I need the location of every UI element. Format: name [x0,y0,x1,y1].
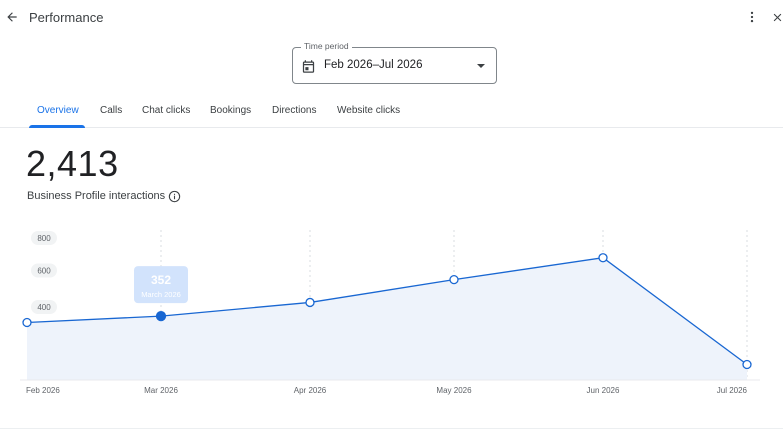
x-tick-label: Mar 2026 [144,386,178,395]
data-point[interactable] [742,359,752,370]
time-period-value: Feb 2026–Jul 2026 [324,59,423,71]
data-point[interactable] [22,317,32,328]
more-options-button[interactable] [742,7,762,27]
data-point[interactable] [155,310,167,322]
back-button[interactable] [2,7,22,27]
more-vert-icon [750,11,754,23]
tooltip-label: March 2026 [141,290,181,299]
arrow-back-icon [7,12,17,22]
close-button[interactable] [768,7,783,27]
data-point[interactable] [305,297,315,308]
series-area [27,257,747,380]
y-tick-pill [31,263,57,278]
y-tick-label: 600 [37,267,51,276]
tooltip-box [134,266,188,304]
metric-value: 2,413 [26,143,119,184]
tab-calls[interactable]: Calls [100,105,123,116]
active-tab-indicator [29,125,85,128]
info-icon[interactable] [168,190,181,203]
dropdown-caret-icon [477,64,485,68]
y-tick-label: 800 [37,234,51,243]
y-tick-pill [31,300,57,314]
time-period-select[interactable]: Time period Feb 2026–Jul 2026 [292,41,497,84]
data-point[interactable] [598,253,608,263]
tab-website-clicks[interactable]: Website clicks [337,105,401,116]
calendar-icon [302,60,315,73]
data-point[interactable] [449,274,459,285]
x-tick-label: Apr 2026 [294,386,327,395]
tab-bar: Overview Calls Chat clicks Bookings Dire… [0,96,783,128]
tab-bookings[interactable]: Bookings [210,105,252,116]
y-tick-pill [31,231,57,245]
tooltip-value: 352 [151,273,171,287]
divider [0,428,783,429]
x-tick-label: Jun 2026 [587,386,620,395]
y-tick-label: 400 [37,303,51,312]
x-tick-label: May 2026 [436,386,472,395]
header: Performance [0,0,783,36]
tab-chat-clicks[interactable]: Chat clicks [142,105,191,116]
series-line [26,257,748,366]
x-tick-label: Feb 2026 [26,386,60,395]
x-tick-label: Jul 2026 [717,386,748,395]
metric-label: Business Profile interactions [27,190,166,202]
tab-directions[interactable]: Directions [272,105,317,116]
tab-overview[interactable]: Overview [37,105,79,116]
close-icon [773,13,781,21]
time-period-label: Time period [301,41,352,51]
page-title: Performance [29,10,104,25]
